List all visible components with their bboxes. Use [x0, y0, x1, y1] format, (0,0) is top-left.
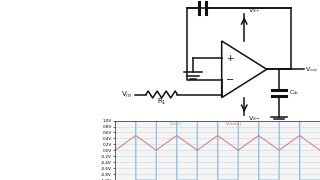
Text: V(src): V(src) [170, 122, 183, 126]
Text: R$_1$: R$_1$ [157, 96, 166, 107]
Text: V$_{S+}$: V$_{S+}$ [248, 7, 261, 15]
Text: V$_{S-}$: V$_{S-}$ [248, 114, 261, 123]
Text: C$_{fb}$: C$_{fb}$ [289, 89, 300, 97]
Text: V$_{in}$: V$_{in}$ [121, 89, 132, 100]
Text: Op Amp
Integrator
Circuit: Op Amp Integrator Circuit [10, 22, 86, 67]
Text: V$_{out}$: V$_{out}$ [305, 65, 318, 74]
Text: −: − [226, 75, 234, 85]
Text: V(out4): V(out4) [226, 122, 242, 126]
Text: +: + [226, 54, 233, 63]
